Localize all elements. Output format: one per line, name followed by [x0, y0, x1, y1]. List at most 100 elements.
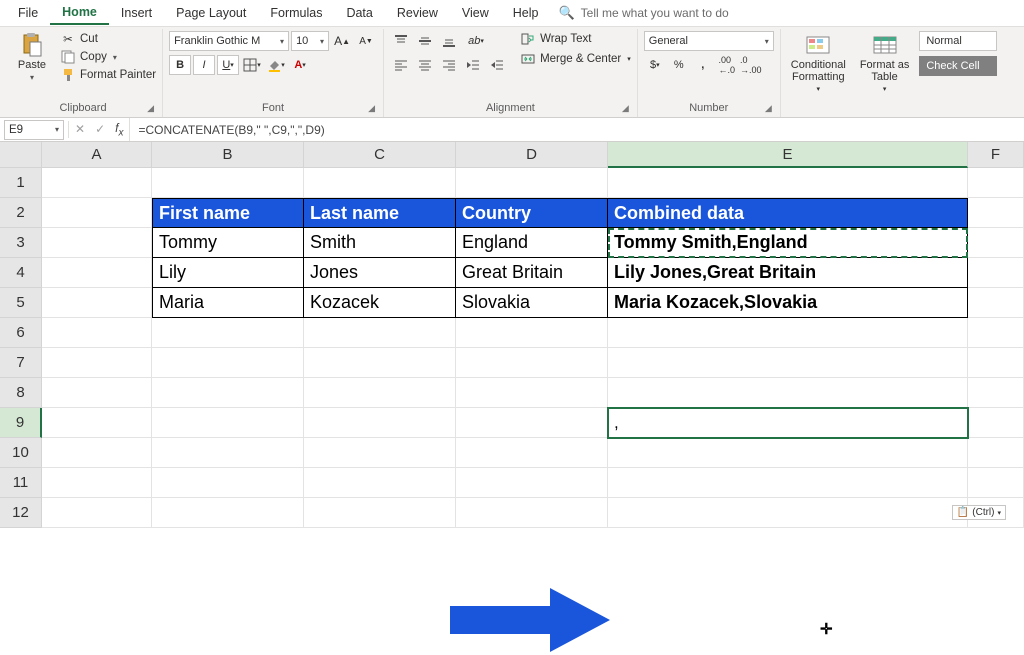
- cell-F4[interactable]: [968, 258, 1024, 288]
- decrease-indent-button[interactable]: [462, 55, 484, 75]
- cell-F7[interactable]: [968, 348, 1024, 378]
- menu-page-layout[interactable]: Page Layout: [164, 2, 258, 24]
- cell-C7[interactable]: [304, 348, 456, 378]
- cancel-icon[interactable]: ✕: [75, 122, 85, 136]
- wrap-text-button[interactable]: Wrap Text: [520, 31, 631, 47]
- row-header-2[interactable]: 2: [0, 198, 42, 228]
- cell-A4[interactable]: [42, 258, 152, 288]
- menu-file[interactable]: File: [6, 2, 50, 24]
- increase-font-button[interactable]: A▲: [331, 31, 353, 51]
- fx-icon[interactable]: fx: [115, 121, 123, 138]
- format-as-table-button[interactable]: Format as Table▾: [856, 31, 914, 95]
- row-header-11[interactable]: 11: [0, 468, 42, 498]
- cell-D12[interactable]: [456, 498, 608, 528]
- style-normal[interactable]: Normal: [919, 31, 997, 51]
- underline-button[interactable]: U▾: [217, 55, 239, 75]
- select-all-button[interactable]: [0, 142, 42, 168]
- cell-E1[interactable]: [608, 168, 968, 198]
- col-header-C[interactable]: C: [304, 142, 456, 168]
- cell-B5[interactable]: Maria: [152, 288, 304, 318]
- cell-C11[interactable]: [304, 468, 456, 498]
- cell-D8[interactable]: [456, 378, 608, 408]
- cell-D11[interactable]: [456, 468, 608, 498]
- increase-indent-button[interactable]: [486, 55, 508, 75]
- cell-B7[interactable]: [152, 348, 304, 378]
- cell-E7[interactable]: [608, 348, 968, 378]
- cell-E12[interactable]: [608, 498, 968, 528]
- cell-F5[interactable]: [968, 288, 1024, 318]
- cell-A7[interactable]: [42, 348, 152, 378]
- italic-button[interactable]: I: [193, 55, 215, 75]
- cell-B4[interactable]: Lily: [152, 258, 304, 288]
- cell-C3[interactable]: Smith: [304, 228, 456, 258]
- cell-F9[interactable]: [968, 408, 1024, 438]
- paste-button[interactable]: Paste ▾: [10, 31, 54, 84]
- menu-help[interactable]: Help: [501, 2, 551, 24]
- col-header-D[interactable]: D: [456, 142, 608, 168]
- dialog-launcher-icon[interactable]: ◢: [765, 103, 772, 114]
- dialog-launcher-icon[interactable]: ◢: [622, 103, 629, 114]
- col-header-F[interactable]: F: [968, 142, 1024, 168]
- cell-D4[interactable]: Great Britain: [456, 258, 608, 288]
- row-header-3[interactable]: 3: [0, 228, 42, 258]
- cell-B9[interactable]: [152, 408, 304, 438]
- row-header-8[interactable]: 8: [0, 378, 42, 408]
- borders-button[interactable]: ▾: [241, 55, 263, 75]
- menu-formulas[interactable]: Formulas: [258, 2, 334, 24]
- cell-D3[interactable]: England: [456, 228, 608, 258]
- cell-E3[interactable]: Tommy Smith,England: [608, 228, 968, 258]
- increase-decimal-button[interactable]: .00←.0: [716, 55, 738, 75]
- cell-E6[interactable]: [608, 318, 968, 348]
- cell-E10[interactable]: [608, 438, 968, 468]
- format-painter-button[interactable]: Format Painter: [60, 67, 156, 83]
- cell-D10[interactable]: [456, 438, 608, 468]
- cell-D9[interactable]: [456, 408, 608, 438]
- cell-D6[interactable]: [456, 318, 608, 348]
- cell-E5[interactable]: Maria Kozacek,Slovakia: [608, 288, 968, 318]
- cell-A8[interactable]: [42, 378, 152, 408]
- col-header-B[interactable]: B: [152, 142, 304, 168]
- cell-D1[interactable]: [456, 168, 608, 198]
- cell-F6[interactable]: [968, 318, 1024, 348]
- formula-input[interactable]: =CONCATENATE(B9," ",C9,",",D9): [129, 118, 1024, 141]
- cell-F3[interactable]: [968, 228, 1024, 258]
- cell-E4[interactable]: Lily Jones,Great Britain: [608, 258, 968, 288]
- cell-C1[interactable]: [304, 168, 456, 198]
- cell-B6[interactable]: [152, 318, 304, 348]
- number-format-dropdown[interactable]: General▾: [644, 31, 774, 51]
- cell-E9[interactable]: ,: [608, 408, 968, 438]
- decrease-decimal-button[interactable]: .0→.00: [740, 55, 762, 75]
- menu-review[interactable]: Review: [385, 2, 450, 24]
- cell-A5[interactable]: [42, 288, 152, 318]
- col-header-A[interactable]: A: [42, 142, 152, 168]
- cell-A2[interactable]: [42, 198, 152, 228]
- align-middle-button[interactable]: [414, 31, 436, 51]
- align-center-button[interactable]: [414, 55, 436, 75]
- dialog-launcher-icon[interactable]: ◢: [368, 103, 375, 114]
- row-header-6[interactable]: 6: [0, 318, 42, 348]
- tell-me[interactable]: 🔍 Tell me what you want to do: [558, 5, 728, 21]
- cell-F8[interactable]: [968, 378, 1024, 408]
- cell-A10[interactable]: [42, 438, 152, 468]
- menu-data[interactable]: Data: [334, 2, 384, 24]
- cell-B3[interactable]: Tommy: [152, 228, 304, 258]
- menu-insert[interactable]: Insert: [109, 2, 164, 24]
- cell-F10[interactable]: [968, 438, 1024, 468]
- cell-B10[interactable]: [152, 438, 304, 468]
- dialog-launcher-icon[interactable]: ◢: [147, 103, 154, 114]
- cell-B2[interactable]: First name: [152, 198, 304, 228]
- orientation-button[interactable]: ab▾: [462, 31, 490, 51]
- cell-B11[interactable]: [152, 468, 304, 498]
- fill-color-button[interactable]: ▾: [265, 55, 287, 75]
- menu-home[interactable]: Home: [50, 1, 109, 25]
- bold-button[interactable]: B: [169, 55, 191, 75]
- cell-A1[interactable]: [42, 168, 152, 198]
- cell-B1[interactable]: [152, 168, 304, 198]
- cell-A9[interactable]: [42, 408, 152, 438]
- cell-F1[interactable]: [968, 168, 1024, 198]
- cell-A11[interactable]: [42, 468, 152, 498]
- col-header-E[interactable]: E: [608, 142, 968, 168]
- cell-E11[interactable]: [608, 468, 968, 498]
- align-bottom-button[interactable]: [438, 31, 460, 51]
- row-header-12[interactable]: 12: [0, 498, 42, 528]
